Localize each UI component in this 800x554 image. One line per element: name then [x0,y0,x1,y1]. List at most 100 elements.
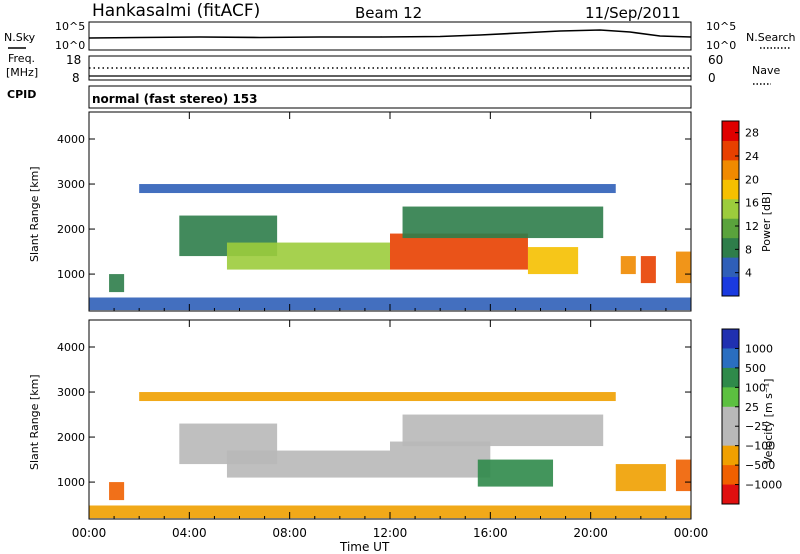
freq-label-line1: Freq. [8,52,35,65]
power-ylabel: Slant Range [km] [28,166,41,262]
velocity-region-0 [89,505,691,519]
velocity-region-9 [675,459,691,492]
power-colorbar-label: Power [dB] [760,192,773,252]
freq-nave-panel: Freq. [MHz] 18 8 60 0 Nave CPID [6,52,780,101]
power-colorbar-swatch-8 [722,121,739,141]
power-region-5 [527,247,579,275]
nave-tick-top: 60 [708,53,723,67]
power-colorbar-swatch-2 [722,237,739,258]
noise-panel: 10^5 10^0 10^5 10^0 N.Sky N.Search [4,20,796,52]
power-colorbar-swatch-3 [722,218,739,239]
power-colorbar-tick-label-4: 20 [745,173,759,186]
velocity-colorbar-tick-label-1: 500 [745,362,766,375]
noise-sky-line [88,29,692,39]
noise-left-tick-bottom: 10^0 [55,39,85,52]
velocity-colorbar-swatch-8 [722,484,739,505]
power-y-axis: 1000 2000 3000 4000 [57,133,691,281]
freq-label-line2: [MHz] [6,66,38,79]
station-title: Hankasalmi (fitACF) [92,1,260,21]
power-colorbar-swatch-4 [722,198,739,219]
time-tick-label-4: 16:00 [473,526,508,540]
cpid-text: normal (fast stereo) 153 [92,92,258,106]
power-x-ticks [88,112,692,311]
velocity-region-8 [615,464,666,492]
date-title: 11/Sep/2011 [585,4,681,22]
power-region-1 [109,274,125,293]
power-region-6 [402,206,604,239]
velocity-colorbar-swatch-4 [722,406,739,427]
velocity-region-7 [139,392,616,402]
velocity-colorbar-tick-label-3: 25 [745,401,759,414]
power-colorbar-swatch-0 [722,276,739,297]
velocity-region-4 [390,441,491,478]
velocity-ytick-label-3: 4000 [57,341,85,354]
velocity-colorbar-swatch-2 [722,367,739,388]
velocity-ylabel: Slant Range [km] [28,374,41,470]
velocity-heatmap [89,392,691,519]
freq-tick-bottom: 8 [72,71,80,85]
freq-tick-top: 18 [66,53,81,67]
power-colorbar-tick-label-2: 12 [745,220,759,233]
velocity-colorbar-swatch-7 [722,465,739,486]
power-colorbar-tick-label-3: 16 [745,197,759,210]
velocity-colorbar-tick-label-7: −1000 [745,479,782,492]
power-colorbar-tick-label-1: 8 [745,243,752,256]
power-ytick-label-3: 4000 [57,133,85,146]
power-heatmap [89,184,691,311]
power-colorbar-swatch-6 [722,159,739,180]
time-tick-label-3: 12:00 [373,526,408,540]
time-tick-label-1: 04:00 [172,526,207,540]
power-colorbar-swatch-5 [722,179,739,200]
power-colorbar: 4 8 12 16 20 24 28 Power [dB] [721,120,773,297]
time-tick-label-6: 00:00 [674,526,709,540]
power-ytick-label-2: 3000 [57,178,85,191]
velocity-colorbar: 1000 500 100 25 −25 −100 −500 −1000 Velocity [m… [721,328,782,505]
velocity-x-axis: 00:00 04:00 08:00 12:00 16:00 20:00 00:00 [72,320,709,540]
beam-title: Beam 12 [355,4,422,22]
velocity-region-1 [109,482,125,501]
power-region-8 [620,256,636,275]
velocity-colorbar-tick-label-0: 1000 [745,342,773,355]
noise-right-tick-top: 10^5 [706,20,736,33]
velocity-colorbar-tick-label-6: −500 [745,459,775,472]
nsky-label: N.Sky [4,31,36,44]
velocity-colorbar-swatch-3 [722,387,739,408]
power-region-4 [390,233,528,270]
power-region-0 [89,297,691,311]
velocity-colorbar-tick-label-5: −100 [745,440,775,453]
velocity-ytick-label-0: 1000 [57,476,85,489]
power-colorbar-tick-label-0: 4 [745,267,752,280]
noise-left-tick-top: 10^5 [55,20,85,33]
velocity-y-axis: 1000 2000 3000 4000 [57,341,691,489]
velocity-colorbar-swatch-0 [722,329,739,349]
power-region-3 [226,242,390,270]
cpid-strip: normal (fast stereo) 153 [88,85,692,109]
velocity-region-6 [402,414,604,447]
power-colorbar-swatch-7 [722,140,739,161]
time-tick-label-0: 00:00 [72,526,107,540]
velocity-colorbar-swatch-1 [722,348,739,369]
velocity-colorbar-swatch-5 [722,426,739,447]
power-colorbar-tick-label-6: 28 [745,127,759,140]
power-ytick-label-1: 2000 [57,223,85,236]
time-axis-label: Time UT [339,540,390,554]
time-tick-label-2: 08:00 [272,526,307,540]
velocity-panel: 1000 2000 3000 4000 00:00 04:00 08:00 12:00 16:… [28,319,709,554]
power-region-10 [675,251,691,284]
time-tick-label-5: 20:00 [573,526,608,540]
velocity-colorbar-tick-label-4: −25 [745,420,768,433]
velocity-ytick-label-2: 3000 [57,386,85,399]
velocity-colorbar-tick-label-2: 100 [745,381,766,394]
power-region-9 [640,256,656,284]
power-region-7 [139,184,616,194]
nave-tick-bottom: 0 [708,71,716,85]
nave-label: Nave [752,64,780,77]
cpid-label: CPID [7,88,36,101]
noise-right-tick-bottom: 10^0 [706,39,736,52]
power-colorbar-swatch-1 [722,257,739,278]
power-ytick-label-0: 1000 [57,268,85,281]
velocity-colorbar-swatch-6 [722,445,739,466]
velocity-region-5 [477,459,554,487]
velocity-colorbar-label: Velocity [m s⁻¹] [762,379,775,464]
